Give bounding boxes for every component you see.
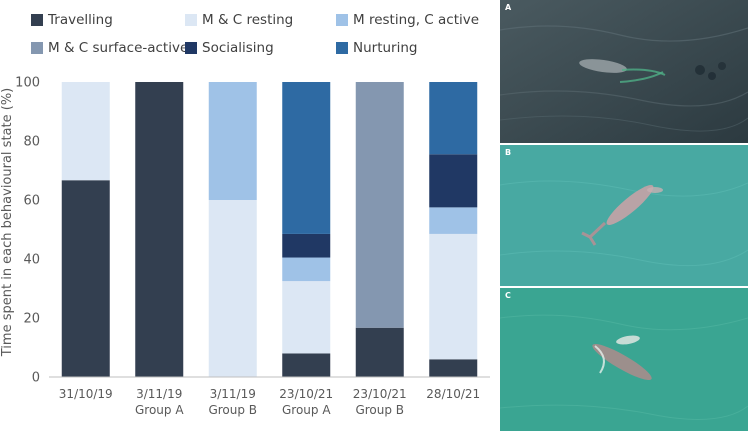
bar-segment-travelling: [429, 359, 478, 377]
x-tick-label: Group A: [282, 403, 331, 417]
panel-label: C: [505, 291, 511, 300]
y-tick-label: 60: [23, 194, 40, 209]
y-tick-label: 40: [23, 253, 40, 268]
whale-shape: [579, 59, 627, 73]
aerial-photo-b: [500, 145, 748, 286]
legend-swatch: [185, 42, 197, 54]
bar-segment-m-resting-c-active: [208, 82, 257, 200]
x-tick-label: 3/11/19: [210, 387, 256, 401]
photo-panel-b: B: [500, 145, 748, 286]
bar-segment-m-c-surface-active: [355, 82, 404, 328]
bar-segment-travelling: [282, 353, 331, 377]
bar-segment-m-c-resting: [282, 281, 331, 354]
x-tick-label: 23/10/21: [279, 387, 333, 401]
y-axis-title: Time spent in each behavioural state (%): [0, 88, 15, 357]
legend-item: M & C surface-active: [31, 40, 188, 56]
y-tick-label: 20: [23, 312, 40, 327]
bar-segment-m-c-resting: [61, 82, 110, 181]
legend-label: M resting, C active: [353, 12, 480, 28]
photo-panel-c: C: [500, 288, 748, 431]
bar-segment-travelling: [355, 327, 404, 377]
legend-swatch: [31, 42, 43, 54]
bar-segment-nurturing: [282, 82, 331, 234]
bar-segment-m-resting-c-active: [282, 257, 331, 282]
whale-shape: [606, 184, 654, 226]
whale-shape: [592, 343, 652, 381]
x-tick-label: 31/10/19: [59, 387, 113, 401]
legend-item: M & C resting: [185, 12, 293, 28]
y-tick-label: 0: [32, 371, 40, 386]
bar-segment-m-c-resting: [208, 200, 257, 377]
legend-item: Socialising: [185, 40, 274, 56]
bar-segment-nurturing: [429, 82, 478, 155]
x-tick-label: 23/10/21: [353, 387, 407, 401]
bar-segment-travelling: [135, 82, 184, 377]
legend-label: M & C surface-active: [48, 40, 189, 56]
bar-segment-m-resting-c-active: [429, 207, 478, 234]
legend-label: Socialising: [202, 40, 274, 56]
legend-label: Travelling: [48, 12, 113, 28]
panel-label: A: [505, 3, 512, 12]
legend-swatch: [31, 14, 43, 26]
legend-label: Nurturing: [353, 40, 418, 56]
legend-swatch: [185, 14, 197, 26]
x-tick-label: 3/11/19: [136, 387, 182, 401]
photo-panel-a: A: [500, 0, 748, 143]
legend-item: Travelling: [31, 12, 113, 28]
aerial-photo-c: [500, 288, 748, 431]
x-tick-label: 28/10/21: [426, 387, 480, 401]
y-tick-label: 80: [23, 135, 40, 150]
bar-segment-socialising: [429, 154, 478, 208]
x-tick-label: Group A: [135, 403, 184, 417]
panel-label: B: [505, 148, 512, 157]
legend-item: Nurturing: [336, 40, 417, 56]
x-tick-label: Group B: [208, 403, 257, 417]
legend-label: M & C resting: [202, 12, 294, 28]
x-tick-label: Group B: [355, 403, 404, 417]
legend-swatch: [336, 42, 348, 54]
aerial-photo-a: [500, 0, 748, 143]
y-tick-label: 100: [15, 76, 40, 91]
bar-segment-m-c-resting: [429, 233, 478, 360]
bar-segment-socialising: [282, 233, 331, 258]
legend-swatch: [336, 14, 348, 26]
bar-segment-travelling: [61, 180, 110, 377]
legend-item: M resting, C active: [336, 12, 479, 28]
